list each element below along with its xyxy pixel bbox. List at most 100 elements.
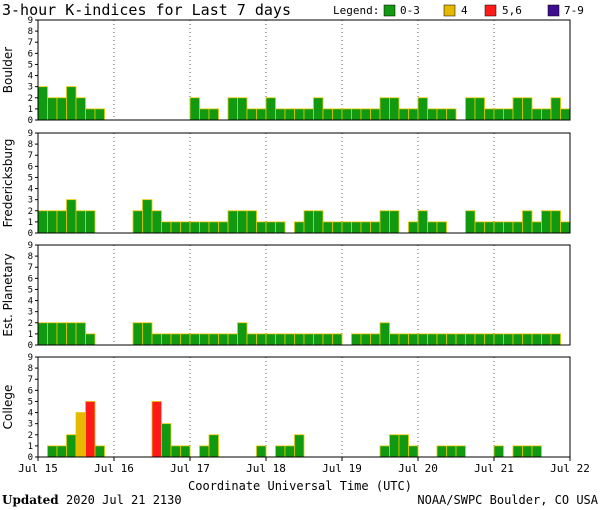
k-index-bar [398, 333, 409, 346]
y-tick-label: 2 [28, 431, 33, 441]
k-index-bar [560, 221, 571, 234]
k-index-bar [294, 108, 305, 121]
k-index-bar [398, 434, 409, 458]
k-index-bar [550, 97, 561, 121]
k-index-bar [484, 108, 495, 121]
panel-frame [37, 244, 571, 346]
k-index-bar [389, 434, 400, 458]
k-index-bar [237, 210, 248, 234]
panel-label-college: College [1, 385, 15, 430]
y-tick-label: 9 [28, 129, 33, 139]
k-index-bar [246, 108, 257, 121]
k-index-bar [474, 333, 485, 346]
k-index-bar [541, 333, 552, 346]
k-index-bar [436, 108, 447, 121]
k-index-bar [284, 333, 295, 346]
k-index-bar [389, 210, 400, 234]
k-index-bar [541, 210, 552, 234]
k-index-bar [294, 434, 305, 458]
k-index-bar [218, 333, 229, 346]
k-index-bar [218, 221, 229, 234]
k-index-bar [294, 333, 305, 346]
k-index-bar [142, 322, 153, 346]
k-index-bar [237, 322, 248, 346]
legend-label: Legend: [333, 4, 379, 17]
y-tick-label: 2 [28, 207, 33, 217]
k-index-bar [170, 445, 181, 458]
k-index-bar [474, 221, 485, 234]
k-index-bar [417, 333, 428, 346]
k-index-bar [256, 221, 267, 234]
legend-entry-5-6: 5,6 [502, 4, 522, 17]
k-index-bar [227, 333, 238, 346]
y-tick-label: 4 [28, 297, 33, 307]
legend-swatch-7-9 [547, 4, 560, 17]
y-tick-label: 7 [28, 38, 33, 48]
y-tick-label: 6 [28, 162, 33, 172]
k-index-bar [75, 97, 86, 121]
k-index-bar [322, 108, 333, 121]
y-tick-label: 6 [28, 49, 33, 59]
footer: Updated 2020 Jul 21 2130 NOAA/SWPC Bould… [2, 493, 599, 507]
k-index-bar [303, 333, 314, 346]
y-tick-label: 2 [28, 319, 33, 329]
k-index-bar [161, 333, 172, 346]
legend-swatch-4 [443, 4, 456, 17]
k-index-bar [208, 333, 219, 346]
k-index-bar [465, 97, 476, 121]
k-index-bar [56, 97, 67, 121]
k-index-bar [284, 108, 295, 121]
k-index-bar [303, 210, 314, 234]
k-index-bar [408, 108, 419, 121]
k-index-bar [47, 97, 58, 121]
k-index-bar [47, 322, 58, 346]
k-index-bar [56, 445, 67, 458]
k-index-bar [332, 108, 343, 121]
k-index-bar [503, 221, 514, 234]
k-index-bar [455, 333, 466, 346]
k-index-bar [237, 97, 248, 121]
k-index-bar [522, 445, 533, 458]
k-index-bar [427, 108, 438, 121]
k-index-bar [408, 445, 419, 458]
k-index-bar [161, 423, 172, 458]
k-index-bar [379, 322, 390, 346]
k-index-bar [161, 221, 172, 234]
k-index-bar [56, 322, 67, 346]
y-tick-label: 1 [28, 105, 33, 115]
y-tick-label: 0 [28, 453, 33, 463]
y-tick-label: 8 [28, 364, 33, 374]
k-index-bar [512, 221, 523, 234]
y-tick-label: 5 [28, 285, 33, 295]
k-index-bar [550, 333, 561, 346]
k-index-bar [512, 97, 523, 121]
k-index-bar [332, 221, 343, 234]
k-index-bar [465, 210, 476, 234]
y-tick-label: 3 [28, 196, 33, 206]
k-index-bar [503, 108, 514, 121]
k-index-bar [66, 199, 77, 234]
k-index-bar [265, 333, 276, 346]
k-index-bar [189, 221, 200, 234]
k-index-bar [227, 210, 238, 234]
k-index-bar [265, 97, 276, 121]
k-index-bar [370, 221, 381, 234]
x-tick-label: Jul 22 [550, 462, 590, 475]
k-index-bar [531, 333, 542, 346]
y-tick-label: 1 [28, 218, 33, 228]
k-index-bar [208, 221, 219, 234]
k-index-bar [189, 333, 200, 346]
panel-plot-area [38, 245, 570, 345]
y-tick-label: 5 [28, 60, 33, 70]
k-index-bar [275, 333, 286, 346]
legend-swatch-0-3 [383, 4, 396, 17]
credit-text: NOAA/SWPC Boulder, CO USA [417, 493, 598, 507]
k-index-bar [446, 445, 457, 458]
k-index-bar [246, 333, 257, 346]
k-index-bar [303, 108, 314, 121]
legend: Legend: 0-3 4 5,6 7-9 [333, 4, 584, 17]
k-index-bar [199, 445, 210, 458]
